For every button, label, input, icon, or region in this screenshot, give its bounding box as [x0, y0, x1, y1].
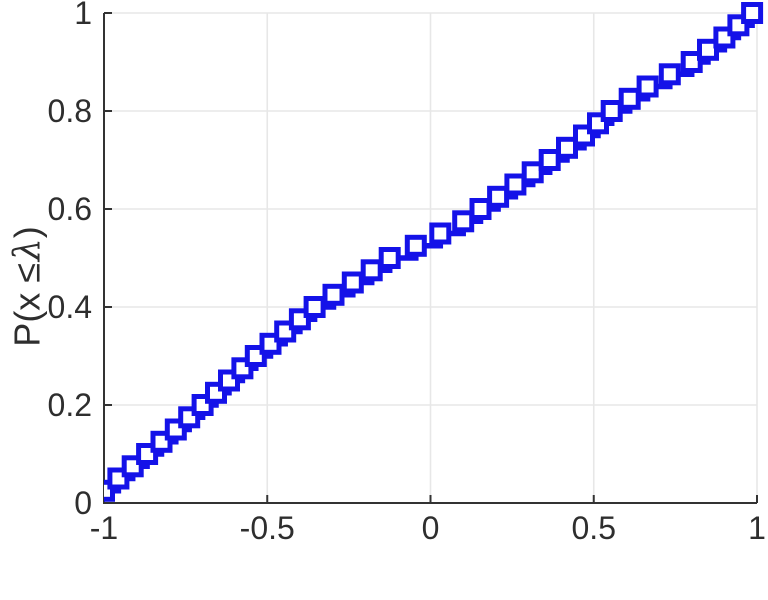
y-axis-label-close: )	[6, 226, 48, 239]
y-axis-label-text: P(x ≤	[6, 262, 48, 347]
x-tick-label: 0.5	[572, 510, 616, 546]
data-point-marker	[341, 271, 364, 294]
y-tick-label: 0.4	[48, 289, 92, 325]
data-point-marker	[600, 100, 623, 122]
data-point-marker	[360, 259, 383, 282]
ecdf-stairs-line	[104, 13, 755, 494]
y-tick-label: 0	[74, 485, 92, 521]
data-point-marker	[680, 51, 703, 73]
tick-labels: -1 -0.5 0 0.5 1 0 0.2 0.4 0.6 0.8 1	[48, 0, 766, 546]
data-point-marker	[378, 247, 401, 269]
x-tick-label: -1	[90, 510, 118, 546]
y-axis-label: P(x ≤λ)	[0, 62, 101, 552]
data-point-marker	[303, 296, 326, 318]
data-point-marker	[504, 173, 527, 196]
data-point-marker	[487, 185, 510, 208]
y-tick-label: 0.8	[48, 93, 92, 129]
y-tick-label: 1	[74, 0, 92, 31]
data-point-marker	[521, 161, 544, 184]
x-axis-label: Eigenvalue (λ)	[104, 549, 757, 600]
data-point-marker	[469, 198, 492, 220]
data-point-marker	[538, 149, 561, 171]
data-point-marker	[741, 2, 764, 24]
y-tick-label: 0.2	[48, 387, 92, 423]
data-point-marker	[452, 210, 475, 233]
data-point-marker	[658, 63, 681, 86]
data-point-marker	[322, 283, 345, 306]
ecdf-stairs-series	[104, 2, 764, 502]
data-point-marker	[636, 75, 659, 98]
data-point-marker	[404, 234, 427, 257]
y-tick-label: 0.6	[48, 191, 92, 227]
x-tick-label: 0	[422, 510, 440, 546]
data-point-marker	[697, 38, 719, 61]
x-tick-label: 1	[748, 510, 766, 546]
data-point-marker	[429, 222, 452, 245]
data-point-marker	[104, 479, 115, 502]
lambda-symbol: λ	[7, 238, 49, 262]
data-point-marker	[556, 136, 578, 159]
x-tick-label: -0.5	[240, 510, 295, 546]
data-point-marker	[618, 87, 641, 110]
